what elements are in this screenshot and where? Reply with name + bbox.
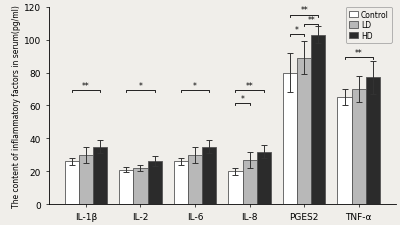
Bar — [148, 162, 162, 204]
Bar — [228, 171, 242, 204]
Text: **: ** — [308, 16, 315, 25]
Text: **: ** — [355, 49, 363, 58]
Bar — [283, 73, 297, 204]
Bar — [366, 78, 380, 204]
Bar — [257, 152, 271, 204]
Bar — [93, 147, 107, 204]
Bar — [311, 36, 326, 204]
Bar — [338, 98, 352, 204]
Text: **: ** — [300, 6, 308, 15]
Text: **: ** — [82, 81, 90, 90]
Bar — [133, 168, 148, 204]
Y-axis label: The content of inflammatory factors in serum(pg/ml): The content of inflammatory factors in s… — [12, 5, 21, 207]
Bar — [297, 58, 311, 204]
Legend: Control, LD, HD: Control, LD, HD — [346, 7, 392, 43]
Bar — [202, 147, 216, 204]
Text: *: * — [193, 81, 197, 90]
Text: *: * — [240, 94, 244, 104]
Bar — [242, 160, 257, 204]
Text: **: ** — [246, 81, 254, 90]
Bar — [65, 162, 79, 204]
Bar — [119, 170, 133, 204]
Bar — [174, 162, 188, 204]
Bar — [188, 155, 202, 204]
Text: *: * — [295, 26, 299, 35]
Text: *: * — [138, 81, 142, 90]
Bar — [352, 90, 366, 204]
Bar — [79, 155, 93, 204]
